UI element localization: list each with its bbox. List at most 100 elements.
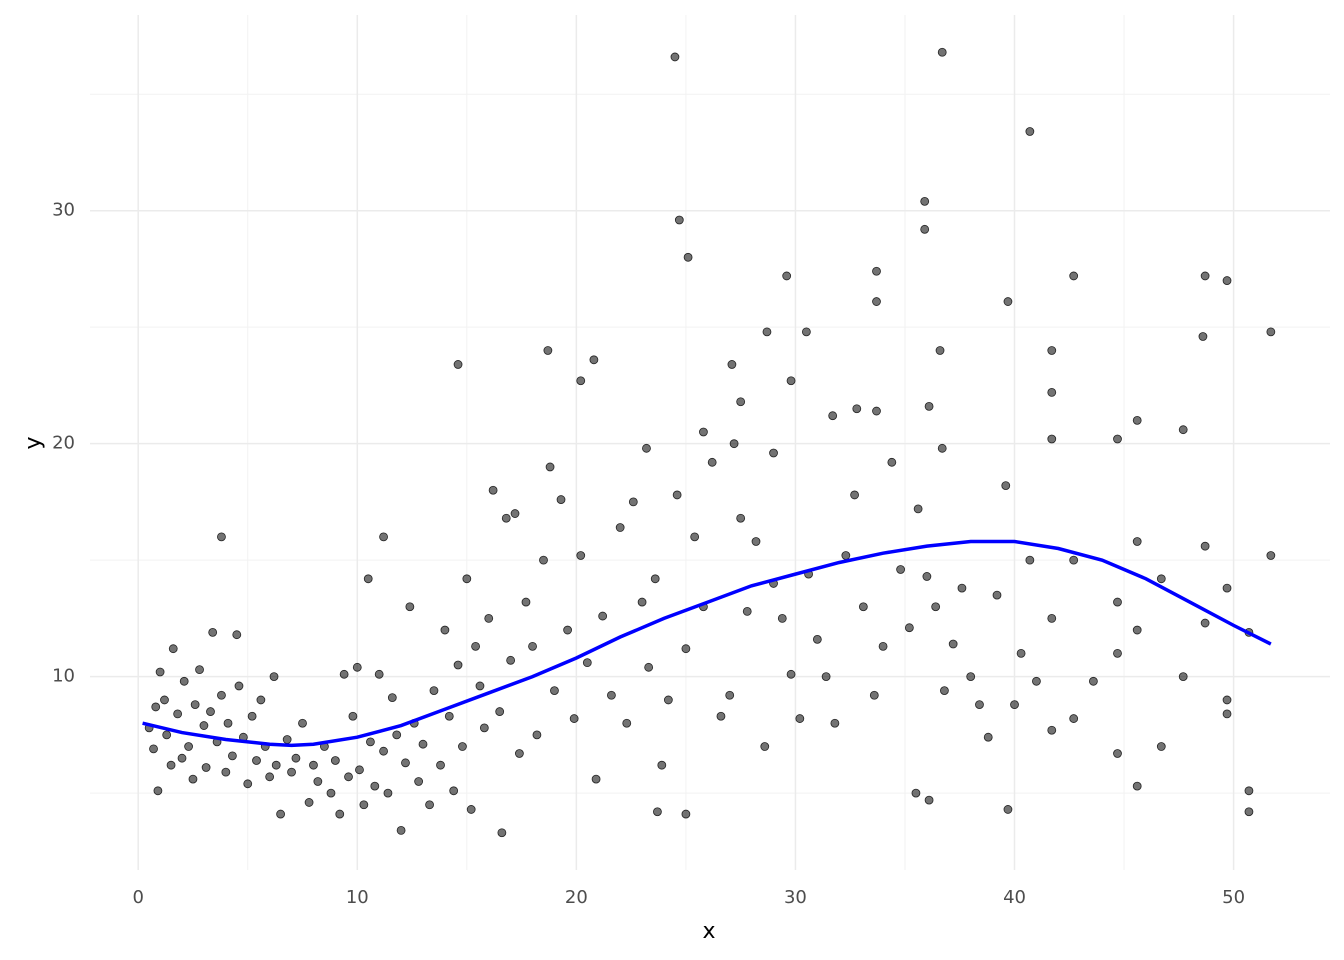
point — [497, 828, 507, 838]
point — [1222, 583, 1232, 593]
point — [1088, 676, 1098, 686]
point — [232, 630, 242, 640]
point — [1047, 613, 1057, 623]
point — [966, 672, 976, 682]
point — [379, 746, 388, 756]
point — [681, 644, 691, 654]
point — [1178, 672, 1188, 682]
point — [751, 537, 761, 546]
point — [1025, 127, 1035, 136]
point — [1266, 551, 1276, 560]
point — [291, 753, 301, 763]
point — [937, 47, 947, 57]
point — [576, 551, 586, 560]
x-tick-label: 40 — [1003, 887, 1026, 908]
point — [199, 721, 209, 730]
point — [1113, 749, 1122, 758]
point — [924, 795, 934, 805]
point — [607, 690, 616, 700]
point — [471, 641, 480, 651]
point — [1047, 434, 1057, 444]
point — [582, 658, 592, 668]
point — [1222, 276, 1232, 285]
point — [911, 788, 921, 798]
point — [1132, 537, 1142, 546]
point — [539, 555, 548, 565]
point — [598, 611, 608, 621]
point — [444, 711, 454, 721]
x-tick-label: 50 — [1222, 887, 1245, 908]
point — [1244, 786, 1254, 796]
point — [760, 742, 770, 751]
point — [657, 760, 667, 770]
point — [335, 809, 345, 819]
point — [622, 718, 632, 728]
point — [922, 572, 932, 581]
point — [1266, 327, 1276, 337]
point — [935, 346, 945, 355]
point — [975, 700, 984, 709]
point — [414, 777, 424, 786]
point — [149, 744, 158, 754]
point — [1156, 742, 1166, 751]
point — [937, 443, 947, 453]
point — [615, 523, 625, 532]
point — [425, 800, 434, 810]
point — [896, 565, 906, 574]
point — [1069, 555, 1079, 565]
point — [366, 737, 375, 747]
point — [672, 490, 682, 500]
point — [674, 215, 684, 225]
point — [190, 700, 200, 709]
point — [1047, 388, 1057, 397]
point — [282, 735, 292, 744]
point — [532, 730, 542, 740]
point — [256, 695, 266, 705]
point — [1132, 625, 1142, 635]
point — [872, 297, 881, 306]
point — [924, 401, 934, 411]
point — [484, 613, 494, 623]
point — [858, 602, 868, 612]
point — [795, 714, 805, 723]
point — [1003, 805, 1013, 814]
point — [160, 695, 169, 705]
point — [841, 551, 851, 560]
point — [201, 763, 211, 772]
point — [179, 676, 189, 686]
point — [449, 786, 459, 796]
point — [168, 644, 178, 654]
y-tick-label: 30 — [52, 200, 75, 221]
point — [1132, 415, 1142, 425]
point — [852, 404, 862, 414]
point — [983, 732, 993, 742]
x-tick-label: 30 — [784, 887, 807, 908]
point — [812, 634, 822, 644]
point — [462, 574, 472, 584]
point — [628, 497, 638, 507]
point — [155, 667, 165, 677]
point — [556, 495, 566, 504]
point — [1156, 574, 1166, 584]
x-tick-label: 20 — [565, 887, 588, 908]
point — [1198, 332, 1208, 341]
point — [309, 760, 318, 770]
point — [208, 627, 218, 637]
point — [153, 786, 163, 796]
point — [352, 662, 362, 672]
point — [589, 355, 599, 365]
point — [379, 532, 388, 542]
grid — [90, 15, 1330, 870]
point — [392, 730, 402, 740]
point — [913, 504, 923, 514]
point — [821, 672, 831, 682]
point — [644, 662, 654, 672]
point — [151, 702, 161, 712]
point — [1003, 297, 1013, 306]
point — [725, 690, 735, 700]
point — [931, 602, 941, 612]
point — [563, 625, 572, 635]
point — [769, 448, 778, 458]
point — [762, 327, 772, 337]
